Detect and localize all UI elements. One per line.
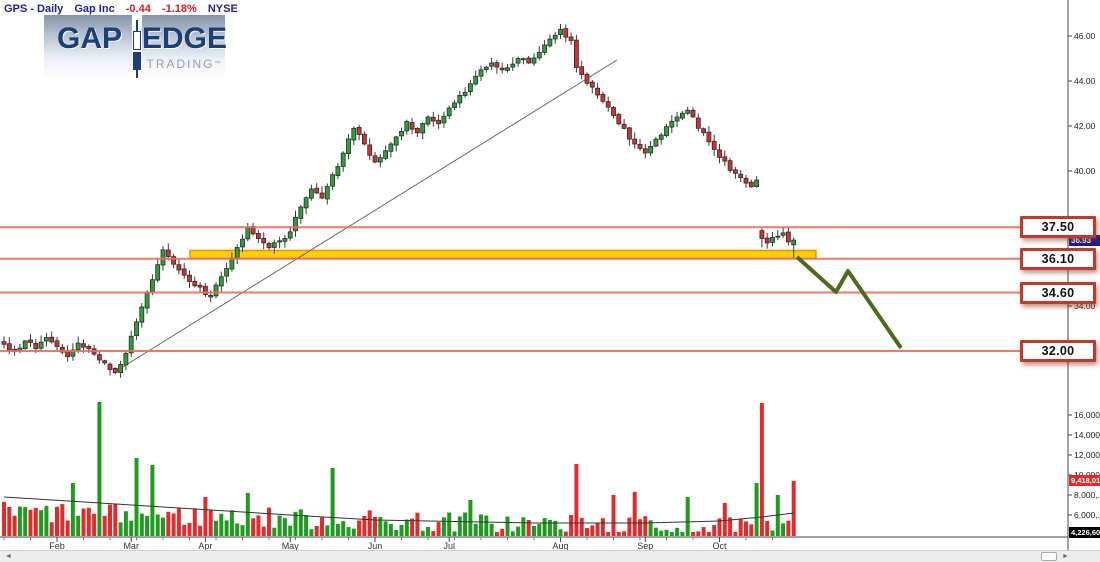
price-level-label: 32.00 bbox=[1041, 344, 1075, 358]
svg-text:42.00: 42.00 bbox=[1074, 121, 1096, 131]
logo-candlestick-icon bbox=[132, 20, 142, 78]
trendline bbox=[112, 59, 618, 374]
price-level-label: 36.10 bbox=[1041, 251, 1075, 266]
company-name-label: Gap Inc bbox=[74, 3, 115, 15]
volume-bars bbox=[2, 402, 796, 536]
scroll-right-arrow-icon[interactable]: ► bbox=[1062, 553, 1069, 560]
svg-text:46.00: 46.00 bbox=[1074, 31, 1096, 41]
scroll-left-arrow-icon[interactable]: ◄ bbox=[5, 553, 12, 560]
svg-text:May: May bbox=[282, 541, 300, 551]
trademark-symbol: ™ bbox=[214, 61, 221, 67]
svg-text:16,000,...: 16,000,... bbox=[1074, 410, 1100, 420]
svg-text:6,000,...: 6,000,... bbox=[1074, 510, 1100, 520]
symbol-timeframe-label: GPS - Daily bbox=[4, 3, 64, 15]
price-level-box-3460[interactable]: 34.60 bbox=[1020, 281, 1096, 304]
logo-word-edge: EDGE bbox=[142, 22, 228, 55]
svg-text:34.00: 34.00 bbox=[1074, 301, 1096, 311]
logo-panel-right bbox=[142, 15, 225, 79]
volume-ma-line bbox=[3, 496, 794, 524]
svg-text:Jul: Jul bbox=[443, 541, 455, 551]
svg-text:Apr: Apr bbox=[198, 541, 212, 551]
svg-text:14,000,...: 14,000,... bbox=[1074, 430, 1100, 440]
logo-panel-left bbox=[44, 15, 132, 79]
support-zone bbox=[189, 249, 817, 260]
chart-title-bar: GPS - Daily Gap Inc -0.44 -1.18% NYSE bbox=[4, 3, 246, 15]
svg-text:Jun: Jun bbox=[368, 541, 383, 551]
price-level-box-3750[interactable]: 37.50 bbox=[1020, 216, 1096, 239]
price-change-label: -0.44 bbox=[125, 3, 151, 15]
svg-text:Aug: Aug bbox=[552, 541, 568, 551]
svg-text:Oct: Oct bbox=[712, 541, 727, 551]
price-level-box-3610[interactable]: 36.10 bbox=[1020, 247, 1096, 270]
exchange-label: NYSE bbox=[207, 3, 238, 15]
svg-text:Sep: Sep bbox=[637, 541, 653, 551]
horizontal-scrollbar[interactable]: ◄ ► bbox=[0, 550, 1100, 562]
logo-word-gap: GAP bbox=[56, 22, 122, 55]
price-change-percent-label: -1.18% bbox=[161, 3, 197, 15]
projection-line bbox=[795, 255, 903, 350]
candles bbox=[1, 24, 797, 378]
svg-text:44.00: 44.00 bbox=[1074, 76, 1096, 86]
price-level-label: 37.50 bbox=[1041, 220, 1075, 235]
average-volume-badge: 4,226,60 bbox=[1069, 527, 1100, 539]
scrollbar-thumb[interactable] bbox=[1041, 552, 1057, 561]
current-volume-badge: 9,418,01 bbox=[1069, 475, 1100, 487]
svg-text:8,000,...: 8,000,... bbox=[1074, 490, 1100, 500]
svg-text:Mar: Mar bbox=[123, 541, 139, 551]
gapedge-trading-logo: GAP EDGE TRADING™ bbox=[44, 15, 228, 79]
level-lines bbox=[0, 226, 1068, 352]
logo-word-trading: TRADING™ bbox=[146, 57, 221, 71]
price-level-label: 34.60 bbox=[1041, 285, 1075, 300]
svg-text:Feb: Feb bbox=[49, 541, 65, 551]
svg-text:10,000,...: 10,000,... bbox=[1074, 470, 1100, 480]
last-price-badge: 36.93 bbox=[1069, 234, 1100, 246]
price-level-box-3200[interactable]: 32.00 bbox=[1020, 340, 1096, 362]
svg-text:40.00: 40.00 bbox=[1074, 166, 1096, 176]
svg-text:12,000,...: 12,000,... bbox=[1074, 450, 1100, 460]
